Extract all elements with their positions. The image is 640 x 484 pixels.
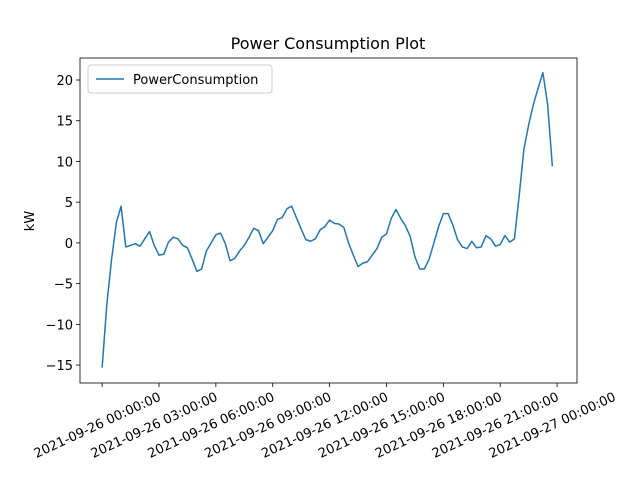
- y-axis-label: kW: [23, 211, 38, 232]
- legend-box: [87, 64, 273, 94]
- y-tick-label: 20: [56, 74, 73, 89]
- y-tick-label: 15: [56, 115, 73, 130]
- y-tick-label: 0: [65, 237, 73, 252]
- y-tick-label: −10: [46, 318, 73, 333]
- y-tick-label: 10: [56, 155, 73, 170]
- chart-title: Power Consumption Plot: [231, 34, 426, 53]
- plot-frame: [79, 57, 578, 384]
- y-tick-label: −15: [46, 359, 73, 374]
- y-tick-label: −5: [54, 278, 73, 293]
- y-tick-label: 5: [65, 196, 73, 211]
- data-line: [101, 71, 554, 368]
- legend-label: PowerConsumption: [133, 73, 258, 88]
